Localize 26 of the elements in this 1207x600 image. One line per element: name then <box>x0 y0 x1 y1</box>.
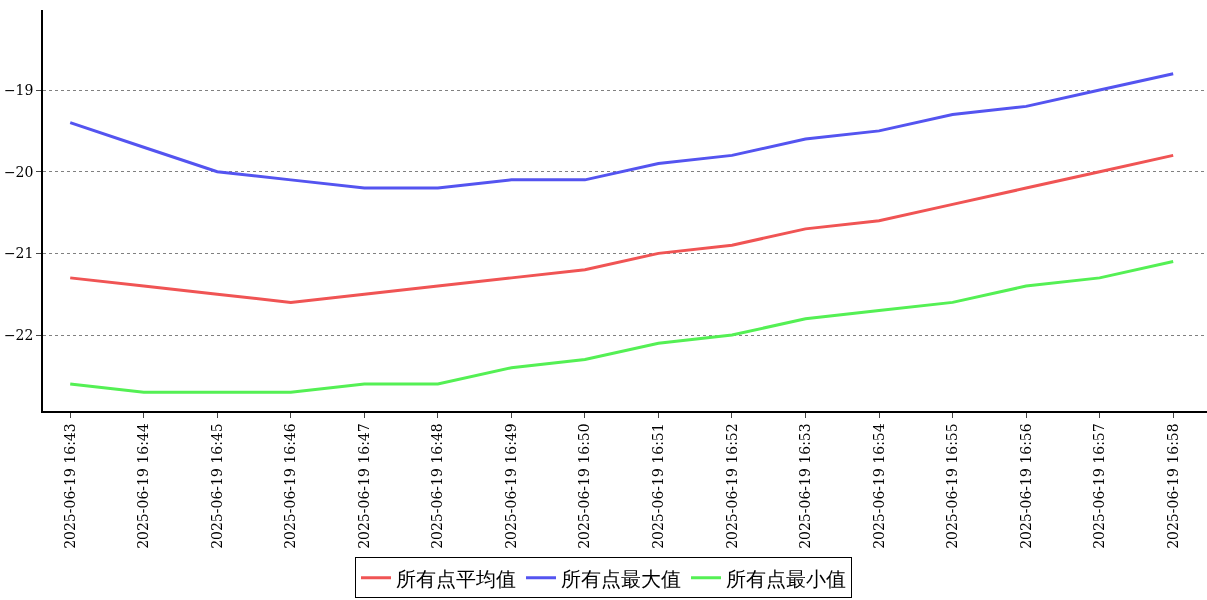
legend-label: 所有点最小值 <box>726 566 846 591</box>
x-tick-label: 2025-06-19 16:58 <box>1164 423 1181 549</box>
x-tick-label: 2025-06-19 16:53 <box>797 423 814 549</box>
x-tick-label: 2025-06-19 16:47 <box>355 423 372 549</box>
x-tick-label: 2025-06-19 16:46 <box>282 423 299 549</box>
x-tick-label: 2025-06-19 16:50 <box>576 423 593 549</box>
x-tick-label: 2025-06-19 16:52 <box>723 423 740 549</box>
x-tick-label: 2025-06-19 16:56 <box>1017 423 1034 549</box>
x-tick-label: 2025-06-19 16:57 <box>1091 423 1108 549</box>
y-tick-label: −20 <box>3 163 34 180</box>
x-tick-label: 2025-06-19 16:49 <box>502 423 519 549</box>
legend-label: 所有点平均值 <box>396 566 516 591</box>
y-tick-label: −19 <box>3 81 34 98</box>
x-tick-label: 2025-06-19 16:55 <box>944 423 961 549</box>
x-tick-label: 2025-06-19 16:43 <box>61 423 78 549</box>
line-series <box>68 260 1175 394</box>
legend-label: 所有点最大值 <box>561 566 681 591</box>
x-tick-label: 2025-06-19 16:54 <box>870 423 887 549</box>
y-tick-label: −21 <box>3 245 34 262</box>
line-series <box>68 72 1175 190</box>
x-tick-label: 2025-06-19 16:45 <box>208 423 225 549</box>
x-tick-label: 2025-06-19 16:48 <box>429 423 446 549</box>
x-tick-label: 2025-06-19 16:51 <box>650 423 667 549</box>
line-series <box>68 153 1175 304</box>
y-tick-label: −22 <box>3 326 34 343</box>
x-tick-label: 2025-06-19 16:44 <box>135 423 152 549</box>
